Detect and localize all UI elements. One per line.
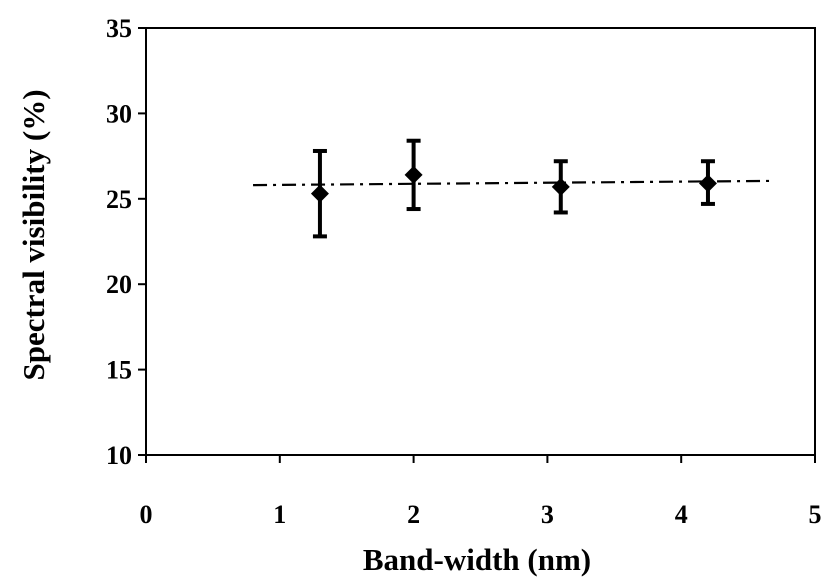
x-tick-label: 4 — [675, 500, 688, 529]
y-tick-label: 15 — [106, 356, 132, 385]
data-point-marker — [551, 177, 570, 196]
data-points — [310, 138, 717, 239]
data-point-marker — [698, 174, 717, 193]
data-point-marker — [310, 184, 329, 203]
y-tick-label: 20 — [106, 270, 132, 299]
y-tick-label: 25 — [106, 185, 132, 214]
plot-area-border — [145, 27, 816, 456]
y-tick-label: 10 — [106, 441, 132, 470]
x-tick-label: 2 — [407, 500, 420, 529]
trend-line-group — [253, 179, 775, 187]
y-axis-ticks: 10 15 20 25 30 35 — [106, 14, 146, 470]
y-axis-title: Spectral visibility (%) — [16, 89, 51, 380]
x-tick-label: 3 — [541, 500, 554, 529]
data-point-marker — [404, 165, 423, 184]
x-tick-label: 0 — [140, 500, 153, 529]
x-axis-ticks: 0 1 2 3 4 5 — [140, 455, 822, 529]
trend-line — [253, 179, 775, 187]
y-tick-label: 35 — [106, 14, 132, 43]
plot-frame — [145, 27, 816, 456]
x-tick-label: 5 — [809, 500, 822, 529]
x-tick-label: 1 — [273, 500, 286, 529]
y-tick-label: 30 — [106, 99, 132, 128]
x-axis-title: Band-width (nm) — [363, 542, 591, 577]
